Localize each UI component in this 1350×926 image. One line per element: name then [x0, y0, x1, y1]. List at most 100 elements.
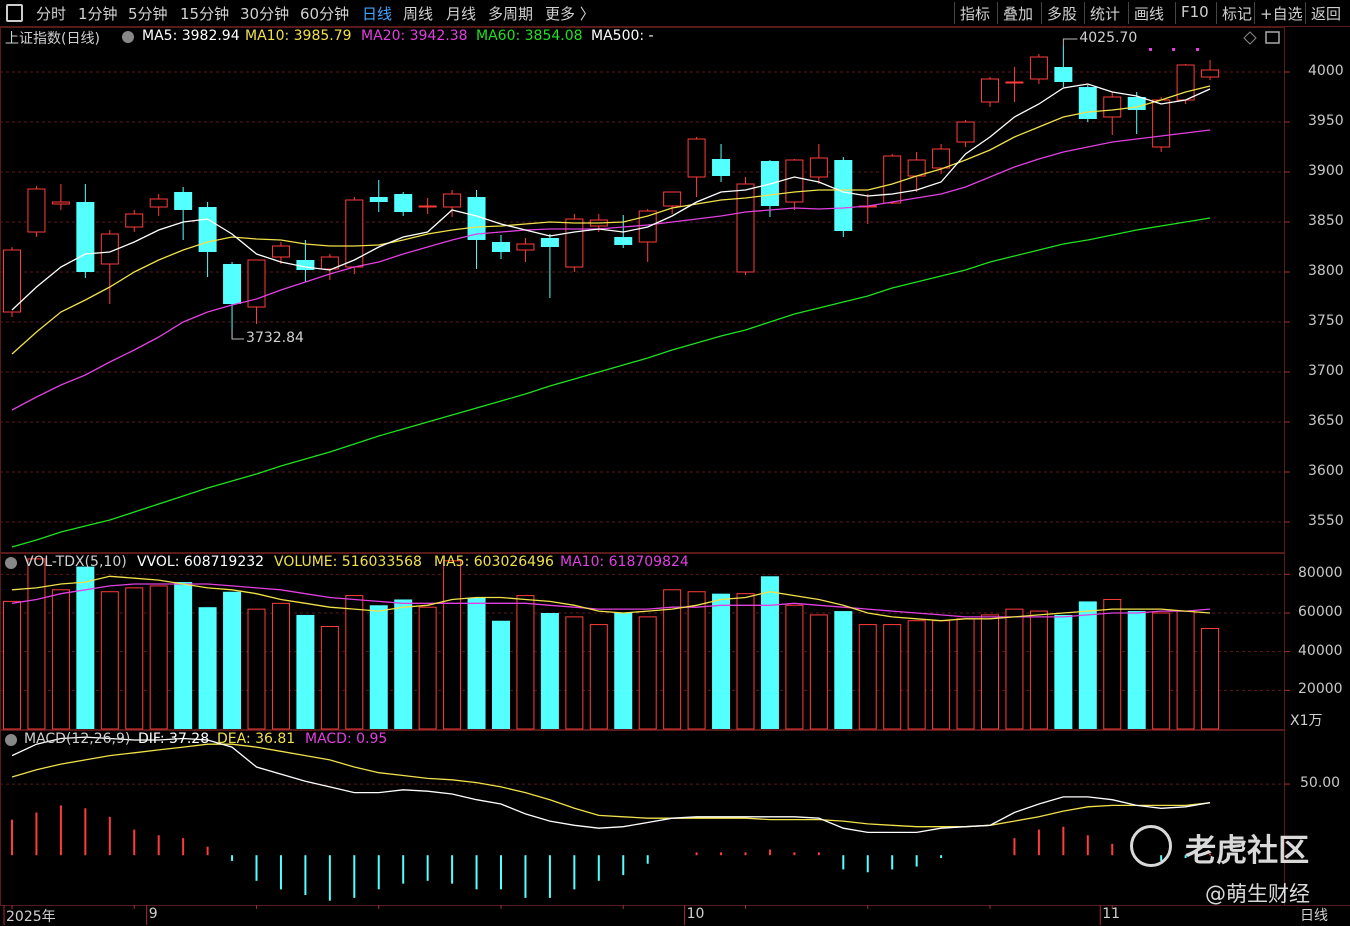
macd-indicator-2: MACD: 0.95	[305, 731, 388, 747]
macd-tick-label: 50.00	[1300, 775, 1341, 792]
candle-up	[1103, 96, 1122, 118]
xaxis-label: 10	[686, 906, 705, 922]
period-tab-5[interactable]: 60分钟	[300, 5, 350, 23]
period-tab-8[interactable]: 月线	[446, 5, 477, 23]
volume-bar-up	[1152, 612, 1171, 730]
tool-button-0[interactable]: 指标	[960, 5, 991, 23]
period-tab-10[interactable]: 更多 〉	[545, 5, 595, 23]
period-tab-7[interactable]: 周线	[403, 5, 434, 23]
candle-down	[369, 197, 388, 202]
main-indicator-1: MA10: 3985.79	[245, 28, 352, 44]
volume-bar-down	[198, 607, 217, 729]
volume-indicator-0: VVOL: 608719232	[137, 554, 265, 570]
candle-down	[540, 238, 559, 247]
settings-circle-icon	[5, 734, 17, 746]
volume-bar-up	[589, 624, 608, 730]
panel-toggle-icon[interactable]	[6, 4, 23, 22]
tool-button-6[interactable]: 标记	[1222, 5, 1253, 23]
volume-indicator-1: VOLUME: 516033568	[274, 554, 422, 570]
volume-bar-up	[736, 593, 755, 730]
toolbar-separator	[1216, 2, 1217, 24]
volume-bar-up	[1029, 610, 1048, 730]
period-tab-3[interactable]: 15分钟	[180, 5, 230, 23]
period-tab-4[interactable]: 30分钟	[240, 5, 290, 23]
volume-bar-up	[1201, 627, 1220, 730]
tool-button-4[interactable]: 画线	[1134, 5, 1165, 23]
high-price-label: 4025.70	[1079, 30, 1138, 46]
price-tick-label: 3800	[1308, 263, 1344, 279]
price-tick-label: 3600	[1308, 463, 1344, 479]
tool-button-5[interactable]: F10	[1181, 3, 1209, 21]
main-indicator-0: MA5: 3982.94	[142, 28, 240, 44]
tool-button-7[interactable]: +自选	[1260, 5, 1303, 23]
candle-up	[3, 249, 21, 313]
volume-bar-down	[369, 605, 388, 729]
volume-bar-up	[516, 595, 535, 730]
price-tick-label: 3650	[1308, 413, 1344, 429]
volume-bar-up	[125, 587, 144, 730]
candle-down	[834, 160, 853, 231]
period-tab-6[interactable]: 日线	[362, 5, 393, 23]
low-price-label: 3732.84	[246, 330, 304, 346]
volume-panel-title: VOL-TDX(5,10)	[24, 554, 127, 570]
volume-bar-up	[443, 560, 462, 730]
volume-tick-label: 80000	[1298, 565, 1343, 582]
price-tick-label: 4000	[1308, 63, 1344, 79]
volume-bar-up	[565, 616, 584, 730]
volume-bar-down	[614, 613, 633, 729]
toolbar-separator	[1084, 2, 1085, 24]
volume-bar-up	[3, 600, 21, 730]
candle-up	[247, 259, 266, 308]
volume-tick-label: 20000	[1298, 681, 1343, 698]
candle-down	[296, 260, 315, 270]
candle-up	[1029, 56, 1048, 80]
candle-up	[271, 245, 290, 258]
xaxis-period-label: 日线	[1300, 908, 1328, 924]
volume-bar-down	[174, 582, 193, 729]
candle-down	[394, 194, 413, 212]
candle-down	[1078, 87, 1097, 119]
macd-panel-title: MACD(12,26,9)	[24, 731, 131, 747]
toolbar-separator	[1041, 2, 1042, 24]
price-tick-label: 3550	[1308, 513, 1344, 529]
tiger-logo-icon	[1130, 824, 1172, 867]
signal-dot	[1149, 48, 1152, 51]
volume-bar-down	[76, 566, 95, 729]
candle-down	[467, 197, 486, 240]
volume-indicator-2: MA5: 603026496	[434, 554, 554, 570]
period-tab-9[interactable]: 多周期	[488, 5, 534, 23]
candle-down	[76, 202, 95, 272]
candle-up	[320, 256, 339, 270]
volume-bar-down	[1054, 614, 1073, 729]
tool-button-3[interactable]: 统计	[1090, 5, 1121, 23]
volume-bar-up	[981, 614, 999, 730]
candle-up	[956, 121, 975, 143]
volume-frame	[0, 553, 1285, 730]
candle-up	[907, 159, 926, 177]
volume-unit-label: X1万	[1290, 713, 1323, 729]
volume-bar-up	[638, 616, 657, 730]
candle-up	[51, 201, 70, 205]
volume-bar-up	[883, 624, 902, 730]
tool-button-2[interactable]: 多股	[1047, 5, 1078, 23]
candle-up	[932, 148, 951, 169]
candle-up	[1005, 81, 1024, 84]
volume-bar-up	[663, 589, 682, 730]
period-tab-0[interactable]: 分时	[36, 5, 67, 23]
tool-button-8[interactable]: 返回	[1311, 5, 1342, 23]
candle-up	[687, 138, 706, 178]
tool-button-1[interactable]: 叠加	[1003, 5, 1034, 23]
volume-bar-up	[809, 614, 828, 730]
xaxis-label: 11	[1102, 906, 1121, 922]
candle-down	[198, 207, 217, 252]
candle-down	[712, 159, 731, 176]
high-marker	[1062, 38, 1078, 46]
signal-dot	[1196, 48, 1199, 51]
candle-up	[663, 191, 682, 207]
period-tab-1[interactable]: 1分钟	[78, 5, 118, 23]
toolbar-separator	[1175, 2, 1176, 24]
period-tab-2[interactable]: 5分钟	[128, 5, 168, 23]
volume-bar-up	[320, 626, 339, 730]
ma10-line	[11, 85, 1211, 355]
